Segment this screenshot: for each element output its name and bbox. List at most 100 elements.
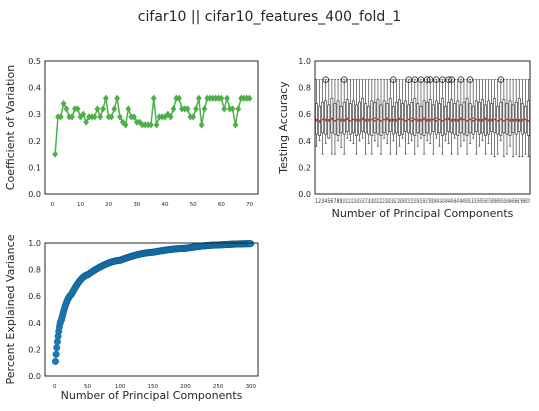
accuracy-y-tick-label: 0.4 (298, 137, 311, 146)
pev-y-tick-label: 0.4 (28, 319, 41, 328)
accuracy-mean (349, 120, 352, 122)
accuracy-box (468, 103, 472, 134)
cv-y-ticks: 0.0 0.1 0.2 0.3 0.4 0.5 (28, 57, 41, 199)
accuracy-mean (395, 120, 398, 122)
cv-marker (125, 105, 132, 113)
accuracy-mean (493, 118, 496, 121)
accuracy-mean (324, 118, 327, 121)
accuracy-mean (512, 120, 514, 122)
cv-marker (74, 105, 81, 113)
accuracy-x-tick-label: 65 (512, 198, 515, 205)
accuracy-mean (389, 120, 392, 122)
accuracy-y-tick-label: 1.0 (298, 57, 311, 66)
pev-point (51, 357, 59, 365)
accuracy-y-tick-label: 0.0 (298, 190, 311, 199)
accuracy-y-tick-label: 0.8 (298, 84, 311, 93)
accuracy-mean (334, 120, 336, 122)
accuracy-box (352, 100, 355, 134)
cv-frame (44, 60, 259, 195)
pev-y-tick-label: 0.6 (28, 292, 41, 301)
accuracy-x-tick-label: 64 (509, 198, 512, 205)
accuracy-mean (453, 118, 456, 121)
accuracy-x-tick-label: 4 (324, 198, 327, 205)
accuracy-y-tick-label: 0.2 (298, 163, 311, 172)
accuracy-box (373, 101, 377, 134)
accuracy-mean (392, 118, 395, 121)
accuracy-y-axis-label: Testing Accuracy (277, 81, 290, 175)
accuracy-x-tick-label: 12 (349, 198, 352, 205)
accuracy-x-tick-label: 39 (432, 198, 435, 205)
cv-marker (190, 113, 197, 121)
accuracy-x-tick-label: 32 (410, 198, 413, 205)
accuracy-mean (364, 120, 367, 122)
accuracy-box (477, 101, 481, 135)
cv-x-tick-label: 40 (162, 202, 169, 208)
accuracy-mean (457, 120, 459, 122)
cv-marker (193, 105, 199, 113)
accuracy-box (376, 99, 380, 135)
accuracy-x-tick-label: 60 (496, 198, 499, 205)
accuracy-box (517, 97, 521, 132)
accuracy-mean (521, 118, 524, 121)
accuracy-x-tick-label: 49 (463, 198, 466, 205)
accuracy-mean (484, 118, 487, 121)
pev-x-tick-label: 300 (246, 384, 257, 390)
pev-x-ticks: 0 50 100 150 200 250 300 (53, 384, 257, 390)
accuracy-box (514, 101, 518, 135)
accuracy-box (330, 97, 334, 134)
accuracy-box (527, 100, 530, 136)
cv-marker (235, 105, 242, 113)
cv-marker (162, 113, 168, 121)
accuracy-x-tick-label: 69 (524, 198, 527, 205)
cv-x-tick-label: 60 (218, 202, 225, 208)
accuracy-mean (374, 120, 376, 122)
pev-point (53, 344, 61, 352)
accuracy-mean (509, 118, 511, 121)
accuracy-x-tick-label: 15 (358, 198, 361, 205)
pev-frame (44, 242, 259, 377)
accuracy-mean (500, 118, 502, 121)
accuracy-x-ticks: 1 2 3 4 5 6 7 8 9 10 11 12 13 14 15 16 17 18 19 20 21 22 23 24 2… (315, 198, 530, 205)
pev-y-tick-label: 0.2 (28, 345, 41, 354)
cv-x-ticks: 0 10 20 30 40 50 60 70 (51, 202, 254, 208)
accuracy-x-tick-label: 46 (453, 198, 456, 205)
accuracy-box (508, 100, 512, 136)
accuracy-x-tick-label: 57 (487, 198, 490, 205)
cv-marker (57, 113, 64, 121)
accuracy-x-tick-label: 66 (515, 198, 518, 205)
accuracy-x-tick-label: 58 (490, 198, 493, 205)
accuracy-box (364, 103, 368, 134)
cv-y-axis-label: Coefficient of Variation (4, 65, 17, 190)
accuracy-mean (417, 118, 419, 121)
accuracy-mean (515, 118, 517, 121)
accuracy-mean (346, 118, 349, 121)
accuracy-x-tick-label: 16 (361, 198, 364, 205)
accuracy-box (416, 103, 420, 134)
cv-marker (153, 121, 160, 129)
cv-marker (148, 121, 154, 129)
accuracy-x-tick-label: 50 (466, 198, 469, 205)
accuracy-x-tick-label: 38 (429, 198, 432, 205)
accuracy-x-tick-label: 2 (318, 198, 321, 205)
accuracy-x-tick-label: 6 (330, 198, 333, 205)
cv-marker (224, 94, 230, 102)
cv-x-tick-label: 10 (77, 202, 84, 208)
accuracy-mean (407, 118, 410, 121)
accuracy-mean (318, 120, 321, 122)
accuracy-x-tick-label: 20 (373, 198, 376, 205)
accuracy-x-tick-label: 40 (435, 198, 438, 205)
accuracy-mean (490, 118, 493, 121)
accuracy-mean (380, 120, 382, 122)
cv-marker (80, 110, 87, 118)
pev-point (247, 240, 255, 248)
accuracy-box (333, 103, 337, 135)
accuracy-mean (420, 120, 422, 122)
accuracy-box (511, 104, 515, 134)
accuracy-box (404, 100, 407, 132)
cv-x-tick-label: 50 (190, 202, 197, 208)
accuracy-x-tick-label: 56 (484, 198, 487, 205)
accuracy-mean (503, 120, 505, 122)
cv-marker (195, 94, 202, 102)
cv-marker (170, 105, 177, 113)
pev-x-tick-label: 150 (148, 384, 159, 390)
